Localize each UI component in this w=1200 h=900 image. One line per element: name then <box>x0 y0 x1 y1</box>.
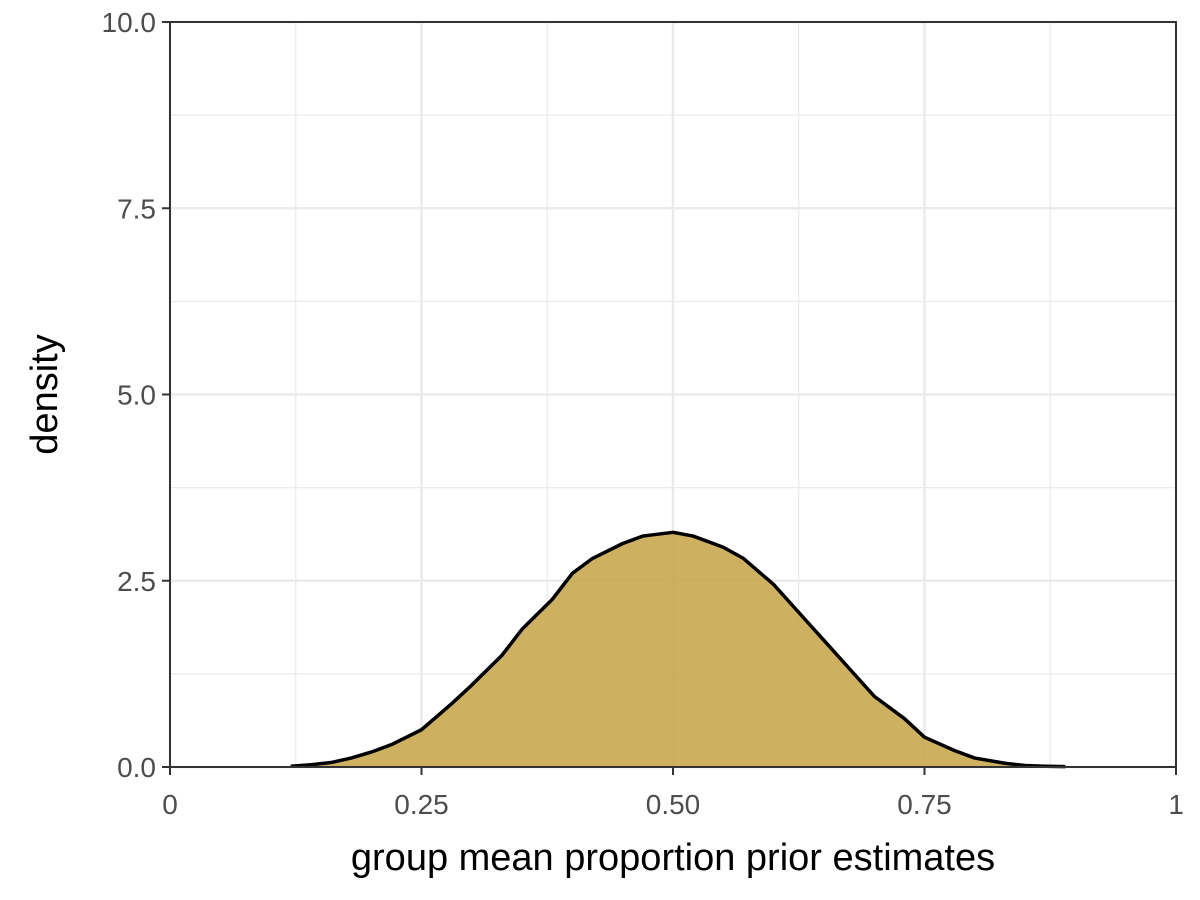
y-tick-label: 2.5 <box>117 566 156 597</box>
x-axis-title: group mean proportion prior estimates <box>351 837 995 879</box>
y-tick-label: 7.5 <box>117 193 156 224</box>
y-axis: 0.0 2.5 5.0 7.5 10.0 <box>102 7 170 783</box>
x-tick-label: 1 <box>1168 789 1184 820</box>
y-axis-title: density <box>24 334 66 454</box>
density-line <box>290 530 1066 769</box>
y-tick-label: 0.0 <box>117 752 156 783</box>
y-tick-label: 10.0 <box>102 7 157 38</box>
y-tick-label: 5.0 <box>117 380 156 411</box>
x-tick-label: 0.75 <box>897 789 952 820</box>
x-axis: 0 0.25 0.50 0.75 1 <box>162 767 1184 820</box>
x-tick-label: 0 <box>162 789 178 820</box>
density-series <box>290 530 1066 769</box>
x-tick-label: 0.25 <box>394 789 449 820</box>
density-area <box>290 532 1066 767</box>
x-tick-label: 0.50 <box>646 789 701 820</box>
